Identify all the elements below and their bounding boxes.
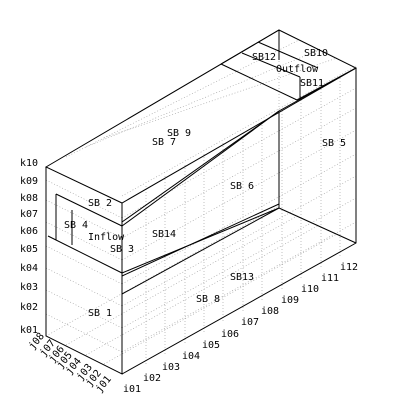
box-edges xyxy=(44,29,358,375)
k-tick: k06 xyxy=(20,226,38,237)
block-label-sb14: SB14 xyxy=(152,229,176,240)
i-tick: i05 xyxy=(202,340,220,351)
i-tick: i07 xyxy=(241,317,259,328)
i-tick: i11 xyxy=(321,273,339,284)
k-tick: k09 xyxy=(20,176,38,187)
block-label-sb8: SB 8 xyxy=(196,294,220,305)
i-tick: i01 xyxy=(123,384,141,395)
i-tick: i06 xyxy=(221,329,239,340)
block-label-sb4: SB 4 xyxy=(64,220,88,231)
k-axis: k01 k02 k03 k04 k05 k06 k07 k08 k09 k10 xyxy=(20,158,38,336)
grid-lines xyxy=(45,30,357,365)
i-tick: i02 xyxy=(143,373,161,384)
block-label-sb9: SB 9 xyxy=(167,128,191,139)
i-tick: i03 xyxy=(162,362,180,373)
block-label-sb10: SB10 xyxy=(304,48,328,59)
outflow-label: Outflow xyxy=(276,64,319,75)
i-tick: i08 xyxy=(261,306,279,317)
block-label-sb6: SB 6 xyxy=(230,181,254,192)
i-axis: i01 i02 i03 i04 i05 i06 i07 i08 i09 i10 … xyxy=(123,262,358,395)
block-label-sb13: SB13 xyxy=(230,272,254,283)
i-tick: i12 xyxy=(340,262,358,273)
inflow-label: Inflow xyxy=(88,232,125,243)
block-label-sb7: SB 7 xyxy=(152,137,176,148)
block-label-sb1: SB 1 xyxy=(88,308,112,319)
k-tick: k08 xyxy=(20,193,38,204)
k-tick: k03 xyxy=(20,282,38,293)
i-tick: i09 xyxy=(281,295,299,306)
k-tick: k10 xyxy=(20,158,38,169)
k-tick: k01 xyxy=(20,325,38,336)
block-label-sb11: SB11 xyxy=(300,78,324,89)
block-label-sb2: SB 2 xyxy=(88,198,112,209)
k-tick: k07 xyxy=(20,209,38,220)
i-tick: i04 xyxy=(182,351,200,362)
k-tick: k04 xyxy=(20,263,38,274)
i-tick: i10 xyxy=(301,284,319,295)
k-tick: k05 xyxy=(20,244,38,255)
k-tick: k02 xyxy=(20,302,38,313)
block-label-sb5: SB 5 xyxy=(322,138,346,149)
block-label-sb3: SB 3 xyxy=(110,244,134,255)
block-labels: SB 1 SB 2 SB 3 SB 4 SB 5 SB 6 SB 7 SB 8 … xyxy=(64,48,346,319)
block-label-sb12: SB12 xyxy=(252,52,276,63)
